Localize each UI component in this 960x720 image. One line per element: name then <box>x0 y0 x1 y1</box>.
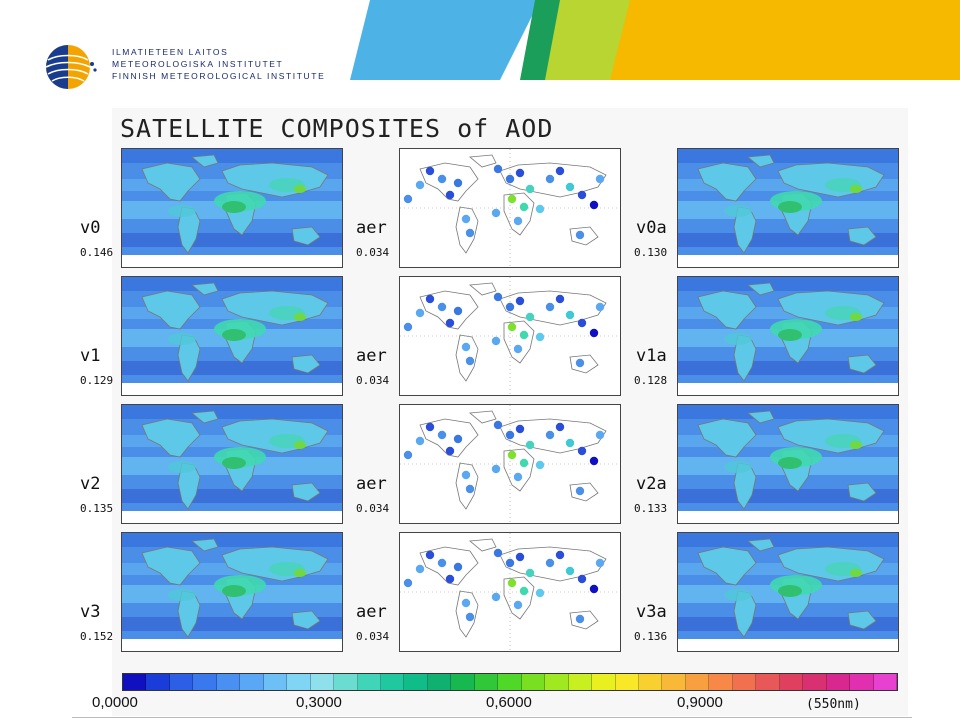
colorbar-swatch <box>169 674 194 690</box>
colorbar-swatch <box>474 674 499 690</box>
panel-label: v2a <box>636 474 667 494</box>
map-panel-v2 <box>121 404 343 524</box>
colorbar-swatch <box>779 674 804 690</box>
colorbar-swatch <box>240 674 264 690</box>
panel-mean-value: 0.034 <box>356 630 390 643</box>
panel-mean-value: 0.133 <box>634 502 668 515</box>
panel-label: v0a <box>636 218 667 238</box>
map-panel-v1a <box>677 276 899 396</box>
panel-mean-value: 0.034 <box>356 246 390 259</box>
map-panel-v3a <box>677 532 899 652</box>
panel-mean-value: 0.129 <box>80 374 114 387</box>
institute-name-fi: ILMATIETEEN LAITOS <box>112 47 229 57</box>
panel-mean-value: 0.128 <box>634 374 668 387</box>
colorbar-swatch <box>380 674 405 690</box>
colorbar-swatch <box>451 674 475 690</box>
panel-label: aer <box>356 474 387 494</box>
colorbar-swatch <box>521 674 546 690</box>
colorbar-swatch <box>662 674 686 690</box>
panel-label: aer <box>356 602 387 622</box>
banner-orange-shape <box>610 0 960 80</box>
panel-mean-value: 0.034 <box>356 502 390 515</box>
map-panel-aer <box>399 532 621 652</box>
colorbar-swatch <box>334 674 358 690</box>
colorbar-swatch <box>123 674 147 690</box>
colorbar-swatch <box>592 674 616 690</box>
colorbar-swatch <box>498 674 522 690</box>
panel-label: v1a <box>636 346 667 366</box>
colorbar-swatch <box>873 674 897 690</box>
panel-mean-value: 0.146 <box>80 246 114 259</box>
colorbar-swatch <box>146 674 170 690</box>
colorbar-swatch <box>685 674 710 690</box>
figure-title: SATELLITE COMPOSITES of AOD <box>120 114 554 143</box>
institute-name-sv: METEOROLOGISKA INSTITUTET <box>112 59 284 69</box>
panel-label: aer <box>356 218 387 238</box>
colorbar-swatch <box>803 674 827 690</box>
colorbar-swatch <box>826 674 851 690</box>
panel-mean-value: 0.135 <box>80 502 114 515</box>
map-panel-v0a <box>677 148 899 268</box>
panel-mean-value: 0.152 <box>80 630 114 643</box>
map-panel-aer <box>399 404 621 524</box>
colorbar-swatch <box>263 674 288 690</box>
panel-label: v3 <box>80 602 101 622</box>
panel-mean-value: 0.130 <box>634 246 668 259</box>
colorbar <box>122 673 898 691</box>
panel-label: v1 <box>80 346 101 366</box>
panel-label: v0 <box>80 218 101 238</box>
panel-label: aer <box>356 346 387 366</box>
colorbar-swatch <box>756 674 780 690</box>
colorbar-tick-2: 0,6000 <box>486 694 532 711</box>
banner-blue-shape <box>350 0 540 80</box>
colorbar-tick-3: 0,9000 <box>677 694 723 711</box>
map-panel-v0 <box>121 148 343 268</box>
colorbar-swatch <box>287 674 311 690</box>
colorbar-swatch <box>427 674 452 690</box>
colorbar-swatch <box>545 674 569 690</box>
panel-mean-value: 0.136 <box>634 630 668 643</box>
colorbar-swatch <box>850 674 874 690</box>
colorbar-swatch <box>216 674 241 690</box>
header-banner <box>350 0 960 80</box>
institute-name: ILMATIETEEN LAITOS METEOROLOGISKA INSTIT… <box>112 46 325 82</box>
map-panel-v1 <box>121 276 343 396</box>
footer-divider <box>72 717 912 718</box>
panel-mean-value: 0.034 <box>356 374 390 387</box>
colorbar-swatch <box>568 674 593 690</box>
colorbar-swatch <box>357 674 381 690</box>
colorbar-swatch <box>615 674 639 690</box>
panel-label: v3a <box>636 602 667 622</box>
panel-label: v2 <box>80 474 101 494</box>
map-panel-v3 <box>121 532 343 652</box>
colorbar-swatch <box>404 674 428 690</box>
colorbar-swatch <box>310 674 335 690</box>
colorbar-swatch <box>638 674 663 690</box>
colorbar-swatch <box>193 674 217 690</box>
map-panel-v2a <box>677 404 899 524</box>
colorbar-tick-0: 0,0000 <box>92 694 138 711</box>
map-panel-aer <box>399 148 621 268</box>
map-panel-aer <box>399 276 621 396</box>
colorbar-swatch <box>709 674 733 690</box>
institute-name-en: FINNISH METEOROLOGICAL INSTITUTE <box>112 71 326 81</box>
colorbar-tick-1: 0,3000 <box>296 694 342 711</box>
colorbar-unit: (550nm) <box>806 697 861 712</box>
colorbar-swatch <box>732 674 757 690</box>
institute-logo <box>45 45 97 89</box>
